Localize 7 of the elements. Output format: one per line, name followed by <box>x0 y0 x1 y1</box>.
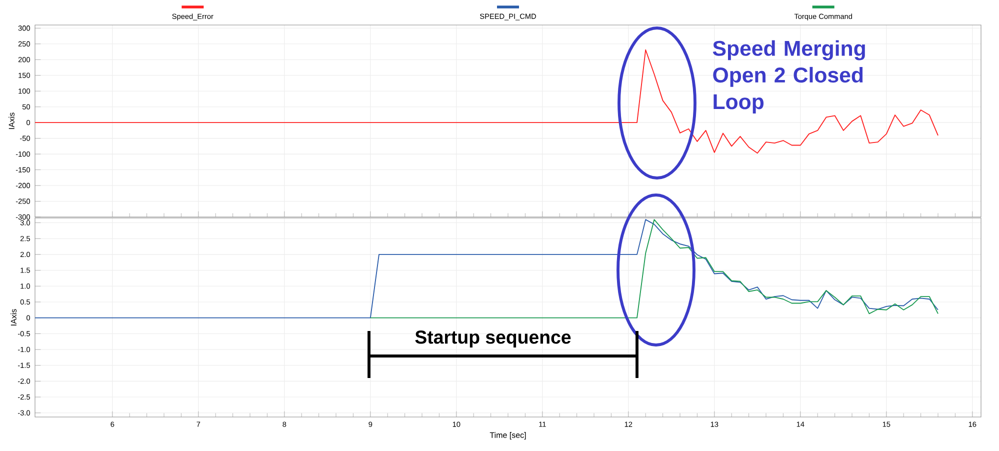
line-series <box>34 219 938 318</box>
y-axis-title: IAxis <box>10 309 17 326</box>
annotation: Speed Merging Open 2 Closed Loop <box>712 40 865 114</box>
line-series <box>370 219 938 318</box>
annotation: Startup sequence <box>415 330 571 348</box>
y-axis-title: IAxis <box>8 112 14 129</box>
x-axis-title: Time [sec] <box>490 432 526 440</box>
